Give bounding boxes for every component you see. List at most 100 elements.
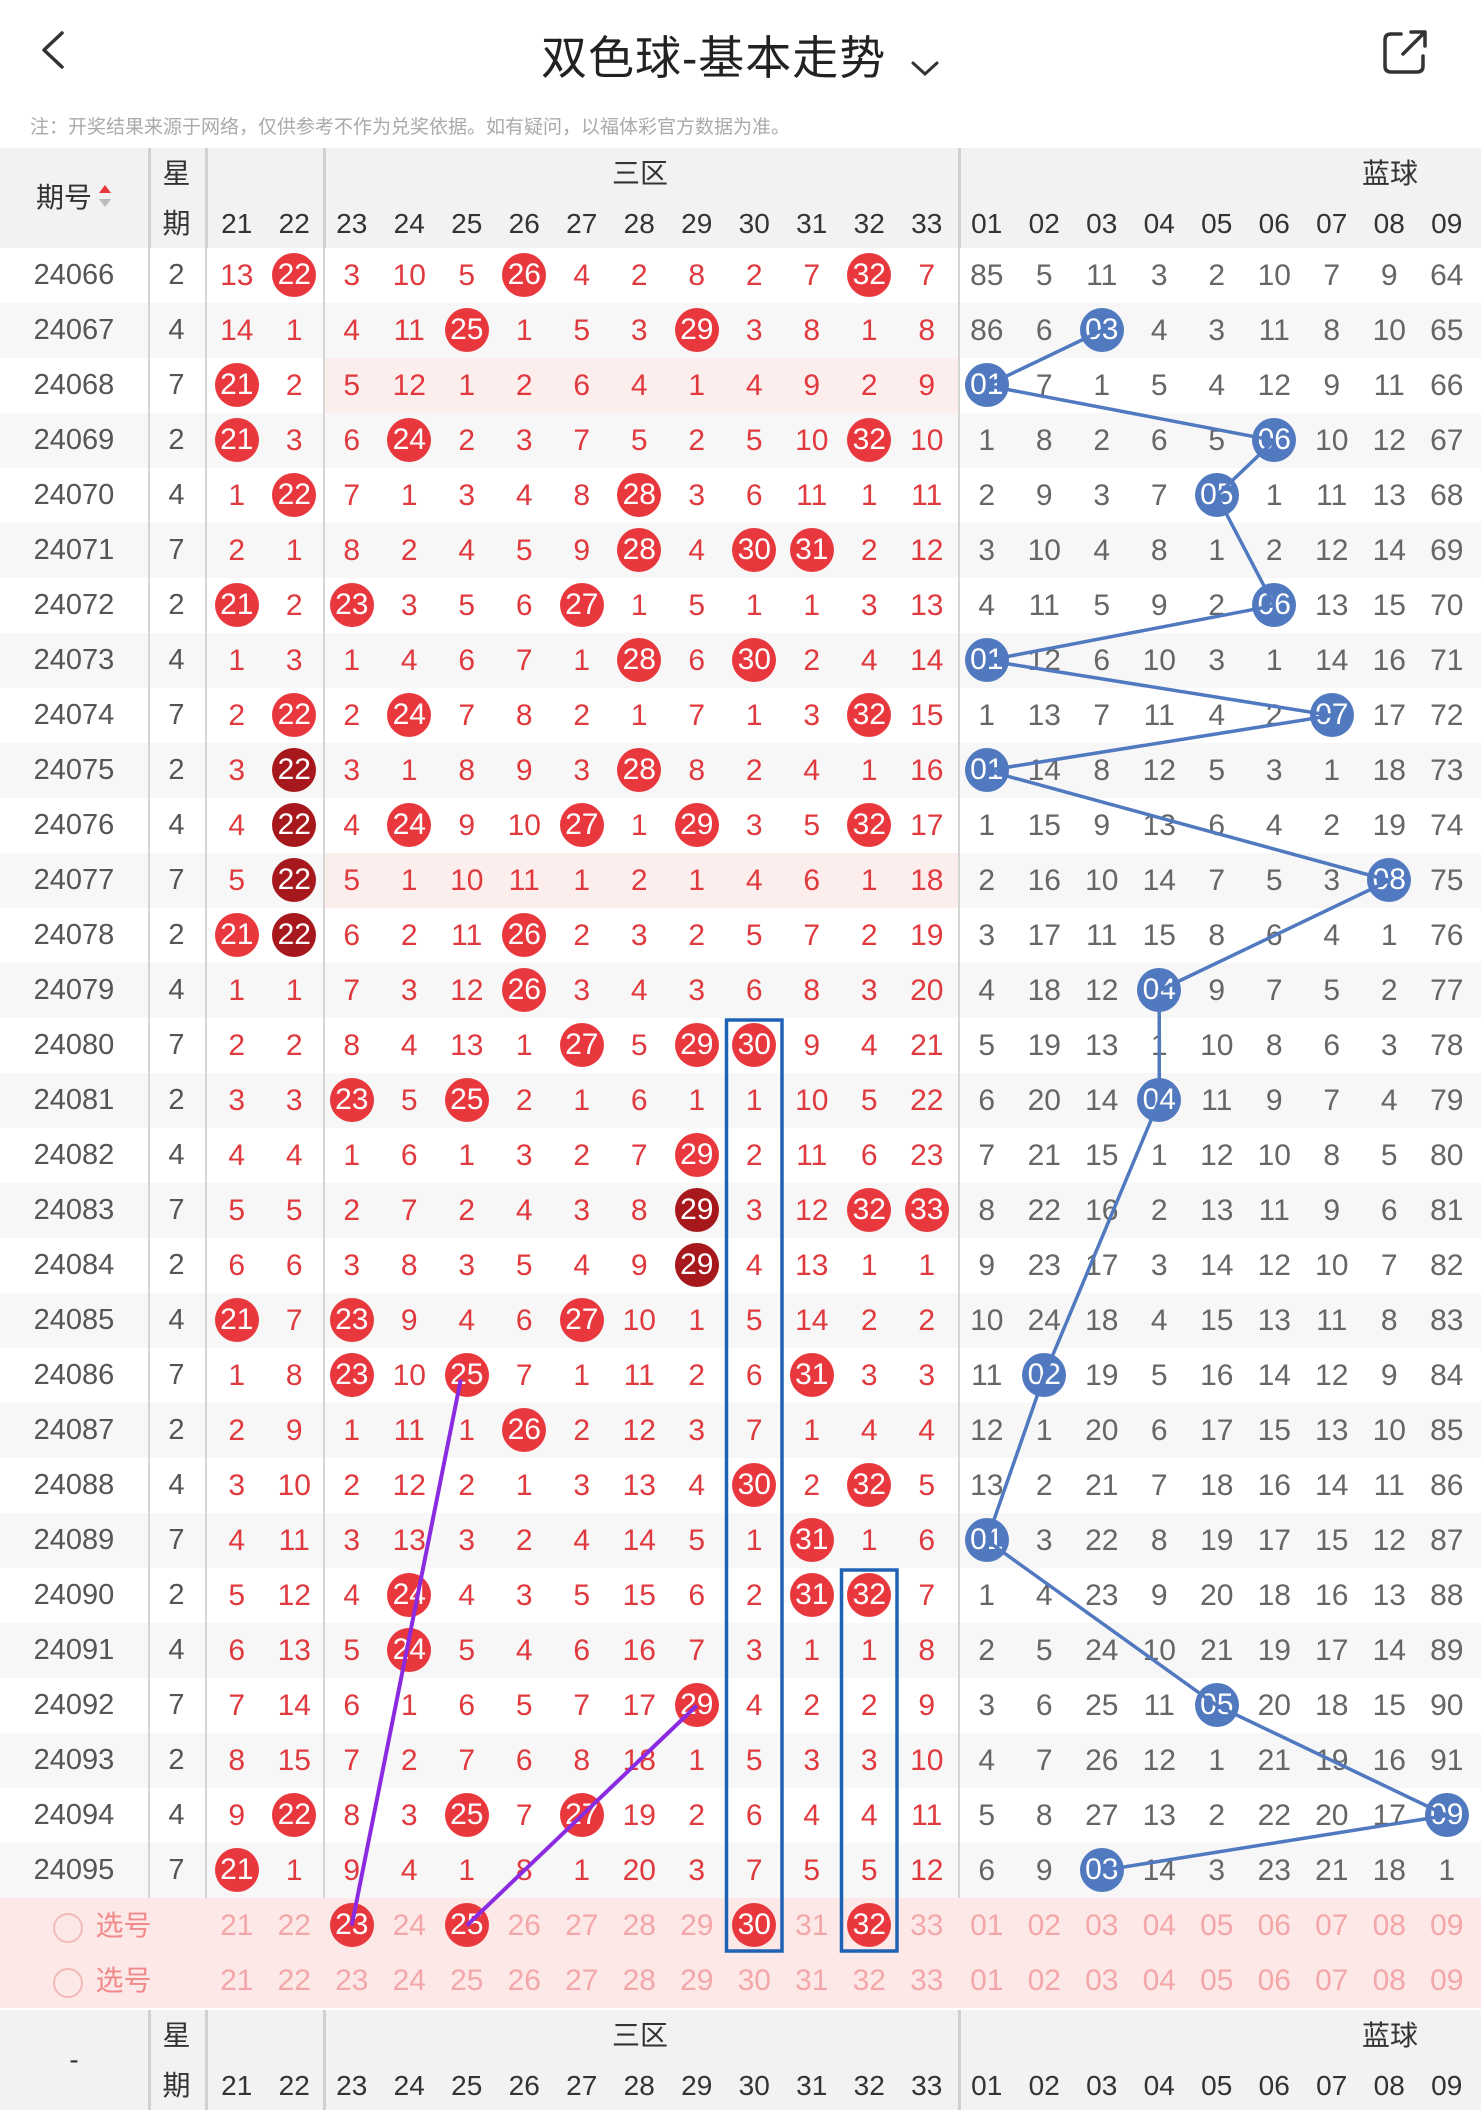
selection-row[interactable]: 选号 21 22 23 24 25 26 27 28 29 30 31 32 33 01 02 03 04 05 06… [0, 1898, 1481, 1953]
select-red-number[interactable]: 30 [737, 1964, 771, 1997]
table-row[interactable]: 24093 2 8 15 7 2 7 6 8 18 1 5 3 3 10 4 7 26 12 1 21 19 16 91 [0, 1733, 1481, 1789]
select-red-number[interactable]: 33 [910, 1909, 944, 1942]
select-blue-number[interactable]: 09 [1430, 1964, 1464, 1997]
select-blue-number[interactable]: 08 [1372, 1909, 1406, 1942]
select-red-number[interactable]: 28 [622, 1909, 656, 1942]
select-blue-number[interactable]: 06 [1257, 1964, 1291, 1997]
select-red-number[interactable]: 25 [438, 1898, 496, 1953]
table-row[interactable]: 24067 4 14 1 4 11 25 1 5 3 29 3 8 1 8 86 6 03 4 3 11 8 10 65 [0, 303, 1481, 359]
blue-number-cell: 7 [1323, 259, 1341, 292]
table-row[interactable]: 24068 7 21 2 5 12 1 2 6 4 1 4 9 2 9 01 7 1 5 4 12 9 11 66 [0, 358, 1481, 414]
select-red-number[interactable]: 21 [220, 1909, 254, 1942]
table-row[interactable]: 24078 2 21 22 6 2 11 26 2 3 2 5 7 2 19 3 17 11 15 8 6 4 1 76 [0, 908, 1481, 964]
red-number-cell: 23 [910, 1139, 944, 1172]
back-icon[interactable] [30, 25, 80, 75]
select-red-number[interactable]: 26 [507, 1964, 541, 1997]
select-blue-number[interactable]: 07 [1315, 1909, 1349, 1942]
select-blue-number[interactable]: 09 [1430, 1909, 1464, 1942]
table-row[interactable]: 24092 7 7 14 6 1 6 5 7 17 29 4 2 2 9 3 6 25 11 05 20 18 15 90 [0, 1678, 1481, 1734]
sort-icon[interactable] [98, 150, 112, 250]
red-number-cell: 6 [688, 644, 706, 677]
select-red-number[interactable]: 30 [726, 1898, 784, 1953]
table-row[interactable]: 24075 2 3 22 3 1 8 9 3 28 8 2 4 1 16 01 14 8 12 5 3 1 18 73 [0, 743, 1481, 800]
select-red-number[interactable]: 31 [795, 1909, 829, 1942]
table-row[interactable]: 24071 7 2 1 8 2 4 5 9 28 4 30 31 2 12 3 10 4 8 1 2 12 14 69 [0, 523, 1481, 579]
select-blue-number[interactable]: 04 [1142, 1964, 1176, 1997]
select-blue-number[interactable]: 02 [1027, 1964, 1061, 1997]
table-row[interactable]: 24090 2 5 12 4 24 4 3 5 15 6 2 31 32 7 1 4 23 9 20 18 16 13 88 [0, 1568, 1481, 1625]
red-column-header: 28 [623, 208, 655, 239]
selected-red-ball[interactable]: 23 [329, 1903, 374, 1947]
table-row[interactable]: 24077 7 5 22 5 1 10 11 1 2 1 4 6 1 18 2 16 10 14 7 5 3 08 75 [0, 853, 1481, 909]
table-row[interactable]: 24073 4 1 3 1 4 6 7 1 28 6 30 2 4 14 01 12 6 10 3 1 14 16 71 [0, 633, 1481, 689]
select-red-number[interactable]: 23 [335, 1964, 369, 1997]
table-row[interactable]: 24089 7 4 11 3 13 3 2 4 14 5 1 31 1 6 01 3 22 8 19 17 15 12 87 [0, 1513, 1481, 1569]
table-row[interactable]: 24088 4 3 10 2 12 2 1 3 13 4 30 2 32 5 13 2 21 7 18 16 14 11 86 [0, 1458, 1481, 1514]
select-red-number[interactable]: 24 [392, 1964, 426, 1997]
table-row[interactable]: 24094 4 9 22 8 3 25 7 27 19 2 6 4 4 11 5 8 27 13 2 22 20 17 09 [0, 1788, 1481, 1844]
select-blue-number[interactable]: 06 [1257, 1909, 1291, 1942]
select-red-number[interactable]: 32 [841, 1898, 899, 1953]
select-red-number[interactable]: 26 [507, 1909, 541, 1942]
chevron-down-icon[interactable] [910, 35, 940, 89]
select-blue-number[interactable]: 01 [970, 1909, 1004, 1942]
select-blue-number[interactable]: 02 [1027, 1909, 1061, 1942]
select-red-number[interactable]: 23 [323, 1898, 381, 1953]
selection-row[interactable]: 选号 21 22 23 24 25 26 27 28 29 30 31 32 33 01 02 03 04 05 06… [0, 1953, 1481, 2008]
table-row[interactable]: 24081 2 3 3 23 5 25 2 1 6 1 1 10 5 22 6 20 14 04 11 9 7 4 79 [0, 1073, 1481, 1129]
select-red-number[interactable]: 28 [622, 1964, 656, 1997]
select-blue-number[interactable]: 04 [1142, 1909, 1176, 1942]
select-red-number[interactable]: 22 [277, 1964, 311, 1997]
select-blue-number[interactable]: 05 [1200, 1909, 1234, 1942]
select-red-number[interactable]: 31 [795, 1964, 829, 1997]
table-row[interactable]: 24076 4 4 22 4 24 9 10 27 1 29 3 5 32 17 1 15 9 13 6 4 2 19 74 [0, 798, 1481, 854]
table-row[interactable]: 24087 2 2 9 1 11 1 26 2 12 3 7 1 4 4 12 1 20 6 17 15 13 10 85 [0, 1403, 1481, 1459]
table-row[interactable]: 24080 7 2 2 8 4 13 1 27 5 29 30 9 4 21 5 19 13 1 10 8 6 3 78 [0, 1018, 1481, 1075]
select-red-number[interactable]: 29 [680, 1964, 714, 1997]
table-row[interactable]: 24074 7 2 22 2 24 7 8 2 1 7 1 3 32 15 1 13 7 11 4 2 07 17 72 [0, 688, 1481, 744]
select-blue-number[interactable]: 05 [1200, 1964, 1234, 1997]
select-toggle[interactable]: 选号 [0, 1953, 205, 2008]
red-number-cell: 1 [688, 1744, 706, 1777]
select-red-number[interactable]: 22 [277, 1909, 311, 1942]
select-red-number[interactable]: 33 [910, 1964, 944, 1997]
table-row[interactable]: 24070 4 1 22 7 1 3 4 8 28 3 6 11 1 11 2 9 3 7 05 1 11 13 68 [0, 468, 1481, 525]
radio-icon[interactable] [53, 1912, 84, 1943]
page-title[interactable]: 双色球-基本走势 [0, 22, 1481, 89]
select-blue-number[interactable]: 01 [970, 1964, 1004, 1997]
selected-red-ball[interactable]: 32 [847, 1903, 892, 1947]
radio-icon[interactable] [53, 1967, 84, 1998]
red-column-header: 33 [911, 208, 943, 239]
red-number-cell: 8 [803, 314, 821, 347]
select-red-number[interactable]: 27 [565, 1909, 599, 1942]
select-blue-number[interactable]: 07 [1315, 1964, 1349, 1997]
week-header-top: 星 [162, 158, 191, 189]
select-toggle[interactable]: 选号 [0, 1898, 205, 1953]
table-row[interactable]: 24069 2 21 3 6 24 2 3 7 5 2 5 10 32 10 1 8 2 6 5 06 10 12 67 [0, 413, 1481, 469]
table-row[interactable]: 24079 4 1 1 7 3 12 26 3 4 3 6 8 3 20 4 18 12 04 9 7 5 2 77 [0, 963, 1481, 1019]
select-red-number[interactable]: 32 [852, 1964, 886, 1997]
table-row[interactable]: 24082 4 4 4 1 6 1 3 2 7 29 2 11 6 23 7 21 15 1 12 10 8 5 80 [0, 1128, 1481, 1184]
red-number-cell: 2 [400, 1744, 418, 1777]
selected-red-ball[interactable]: 30 [732, 1903, 777, 1947]
table-row[interactable]: 24095 7 21 1 9 4 1 8 1 20 3 7 5 5 12 6 9 03 14 3 23 21 18 1 [0, 1843, 1481, 1900]
select-red-number[interactable]: 27 [565, 1964, 599, 1997]
select-red-number[interactable]: 25 [450, 1964, 484, 1997]
table-row[interactable]: 24091 4 6 13 5 24 5 4 6 16 7 3 1 1 8 2 5 24 10 21 19 17 14 89 [0, 1623, 1481, 1679]
issue-header[interactable]: 期号 [0, 148, 148, 248]
select-red-number[interactable]: 24 [392, 1909, 426, 1942]
table-row[interactable]: 24086 7 1 8 23 10 25 7 1 11 2 6 31 3 3 11 02 19 5 16 14 12 9 84 [0, 1348, 1481, 1404]
share-icon[interactable] [1379, 26, 1431, 78]
select-blue-number[interactable]: 03 [1085, 1964, 1119, 1997]
table-row[interactable]: 24085 4 21 7 23 9 4 6 27 10 1 5 14 2 2 10 24 18 4 15 13 11 8 83 [0, 1293, 1481, 1350]
select-red-number[interactable]: 29 [680, 1909, 714, 1942]
column-divider [148, 688, 150, 743]
table-row[interactable]: 24083 7 5 5 2 7 2 4 3 8 29 3 12 32 33 8 22 16 2 13 11 9 6 81 [0, 1183, 1481, 1239]
table-row[interactable]: 24066 2 13 22 3 10 5 26 4 2 8 2 7 32 7 85 5 11 3 2 10 7 9 64 [0, 248, 1481, 304]
select-blue-number[interactable]: 03 [1085, 1909, 1119, 1942]
select-red-number[interactable]: 21 [220, 1964, 254, 1997]
table-row[interactable]: 24084 2 6 6 3 8 3 5 4 9 29 4 13 1 1 9 23 17 3 14 12 10 7 82 [0, 1238, 1481, 1294]
select-blue-number[interactable]: 08 [1372, 1964, 1406, 1997]
selected-red-ball[interactable]: 25 [444, 1903, 489, 1947]
table-row[interactable]: 24072 2 21 2 23 3 5 6 27 1 5 1 1 3 13 4 11 5 9 2 06 13 15 70 [0, 578, 1481, 634]
